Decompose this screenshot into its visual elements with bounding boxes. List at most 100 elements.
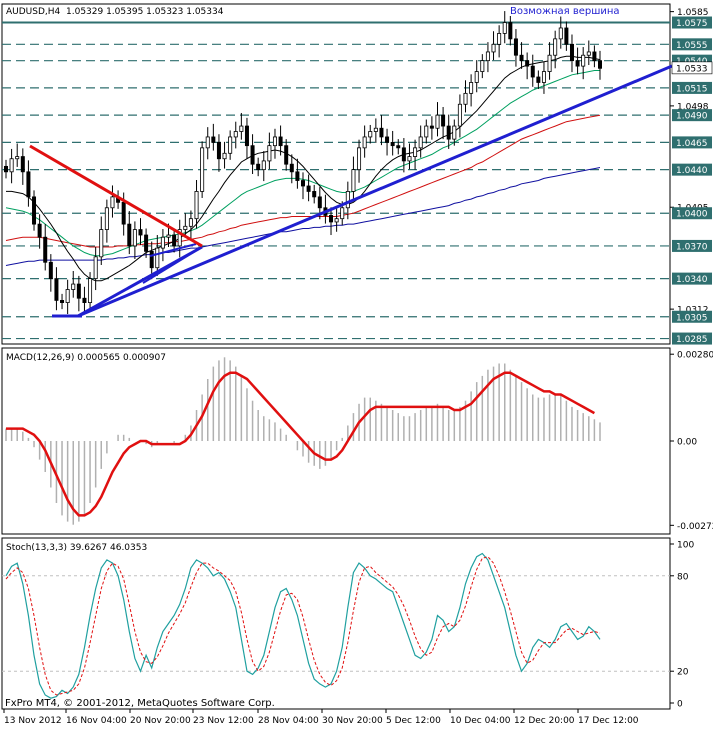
candle[interactable] [278, 125, 283, 156]
red-down-trendline[interactable] [29, 144, 203, 248]
candle[interactable] [99, 216, 104, 265]
candle[interactable] [329, 207, 334, 236]
candle[interactable] [469, 74, 474, 107]
candle[interactable] [211, 123, 216, 151]
candle[interactable] [54, 267, 59, 311]
candle[interactable] [441, 106, 446, 140]
candle[interactable] [82, 286, 87, 313]
candle[interactable] [144, 228, 149, 258]
candle[interactable] [390, 130, 395, 156]
candle[interactable] [138, 218, 143, 245]
candle[interactable] [418, 125, 423, 158]
candle[interactable] [200, 141, 205, 198]
candle[interactable] [20, 148, 25, 185]
candle[interactable] [362, 125, 367, 158]
candle[interactable] [188, 210, 193, 240]
candle[interactable] [513, 29, 518, 67]
candle[interactable] [480, 54, 485, 79]
candle[interactable] [295, 158, 300, 189]
candle[interactable] [502, 11, 507, 44]
candle[interactable] [508, 15, 513, 46]
candle[interactable] [373, 118, 378, 143]
candle[interactable] [424, 119, 429, 144]
candle[interactable] [284, 139, 289, 171]
candle[interactable] [233, 121, 238, 149]
candle[interactable] [401, 138, 406, 173]
candle[interactable] [558, 16, 563, 49]
candle[interactable] [357, 139, 362, 183]
candle[interactable] [155, 235, 160, 276]
candle[interactable] [267, 132, 272, 170]
candle[interactable] [525, 52, 530, 80]
blue-trend-link[interactable] [142, 246, 203, 284]
candle[interactable] [485, 42, 490, 73]
candle[interactable] [88, 272, 93, 310]
blue-wedge-line[interactable] [149, 243, 197, 257]
candle[interactable] [334, 207, 339, 232]
candle[interactable] [586, 40, 591, 66]
candle[interactable] [183, 213, 188, 238]
candle[interactable] [26, 160, 31, 207]
candle[interactable] [250, 134, 255, 174]
candle[interactable] [239, 112, 244, 140]
candle[interactable] [575, 47, 580, 75]
candle[interactable] [228, 130, 233, 160]
candle[interactable] [435, 102, 440, 137]
candle[interactable] [48, 254, 53, 292]
candle[interactable] [216, 134, 221, 172]
candle[interactable] [261, 151, 266, 182]
candle[interactable] [407, 143, 412, 170]
candle[interactable] [15, 143, 20, 167]
candle[interactable] [491, 31, 496, 61]
candle[interactable] [474, 60, 479, 93]
candle[interactable] [351, 156, 356, 200]
candle[interactable] [564, 21, 569, 51]
candle[interactable] [497, 25, 502, 58]
candle[interactable] [110, 185, 115, 218]
candle[interactable] [368, 124, 373, 144]
candle[interactable] [300, 172, 305, 200]
blue-main-uptrend[interactable] [77, 64, 673, 318]
candle[interactable] [160, 229, 165, 262]
candle[interactable] [519, 42, 524, 69]
candle[interactable] [553, 30, 558, 69]
candle[interactable] [452, 119, 457, 146]
candle[interactable] [76, 275, 81, 312]
candle[interactable] [127, 211, 132, 255]
candle[interactable] [4, 159, 9, 179]
candle[interactable] [569, 34, 574, 73]
candle[interactable] [312, 184, 317, 204]
candle[interactable] [104, 199, 109, 243]
candle[interactable] [222, 141, 227, 169]
candle[interactable] [396, 139, 401, 155]
candle[interactable] [71, 270, 76, 298]
candle[interactable] [457, 94, 462, 138]
candle[interactable] [541, 61, 546, 94]
candle[interactable] [413, 139, 418, 170]
candle[interactable] [149, 241, 154, 280]
candle[interactable] [536, 70, 541, 89]
candle[interactable] [385, 128, 390, 156]
candle[interactable] [429, 116, 434, 140]
candle[interactable] [289, 154, 294, 184]
candle[interactable] [547, 42, 552, 80]
candle[interactable] [132, 221, 137, 259]
candle[interactable] [581, 47, 586, 80]
candle[interactable] [43, 224, 48, 271]
candle[interactable] [306, 174, 311, 202]
candle[interactable] [272, 128, 277, 159]
candle[interactable] [172, 228, 177, 253]
candle[interactable] [32, 190, 37, 231]
candle[interactable] [205, 127, 210, 160]
candle[interactable] [446, 114, 451, 149]
candle[interactable] [177, 219, 182, 258]
candle[interactable] [37, 214, 42, 249]
candle[interactable] [93, 247, 98, 291]
candle[interactable] [379, 115, 384, 146]
candle[interactable] [530, 54, 535, 87]
candle[interactable] [345, 181, 350, 220]
candle[interactable] [194, 179, 199, 229]
candle[interactable] [244, 117, 249, 159]
candle[interactable] [60, 293, 65, 310]
candle[interactable] [592, 45, 597, 68]
